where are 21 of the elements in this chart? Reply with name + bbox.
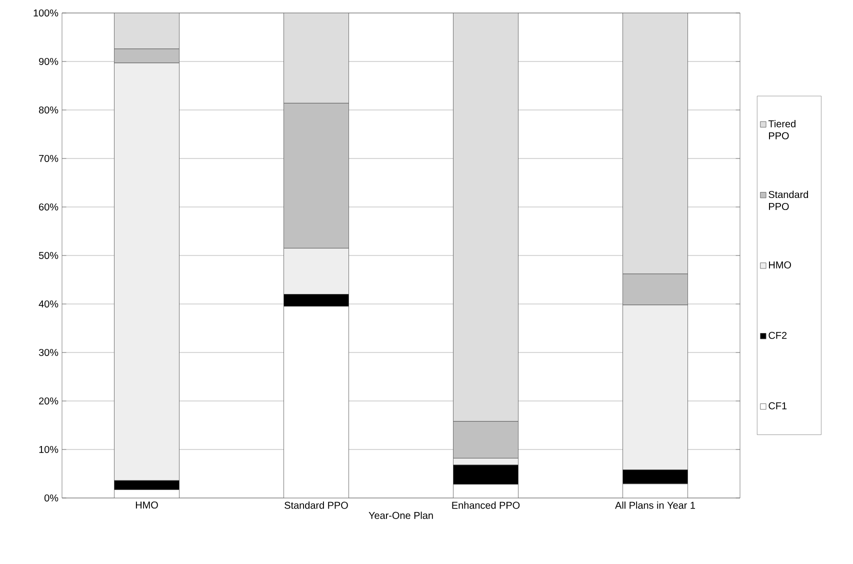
legend-label: CF1 (768, 402, 787, 410)
legend-label: Standard PPO (768, 190, 808, 210)
x-tick-label: All Plans in Year 1 (615, 502, 696, 509)
y-tick-label: 40% (38, 300, 58, 308)
x-tick-label: HMO (136, 502, 158, 509)
y-tick-label: 30% (38, 348, 58, 356)
y-tick-label: 70% (39, 154, 58, 162)
x-tick-label: Enhanced PPO (452, 502, 520, 509)
y-tick-label: 50% (38, 252, 58, 260)
x-axis-title: Year-One Plan (368, 512, 433, 519)
x-tick-label: Standard PPO (284, 502, 348, 509)
legend-label: HMO (769, 261, 791, 268)
y-tick-label: 60% (39, 203, 58, 211)
y-tick-label: 90% (39, 58, 58, 66)
y-tick-label: 80% (38, 106, 58, 114)
y-tick-label: 0% (44, 494, 58, 502)
y-tick-label: 20% (39, 397, 58, 405)
legend-label: CF2 (768, 332, 787, 339)
y-tick-label: 100% (34, 9, 58, 17)
y-tick-label: 10% (39, 446, 58, 454)
legend-label: Tiered PPO (768, 120, 796, 140)
